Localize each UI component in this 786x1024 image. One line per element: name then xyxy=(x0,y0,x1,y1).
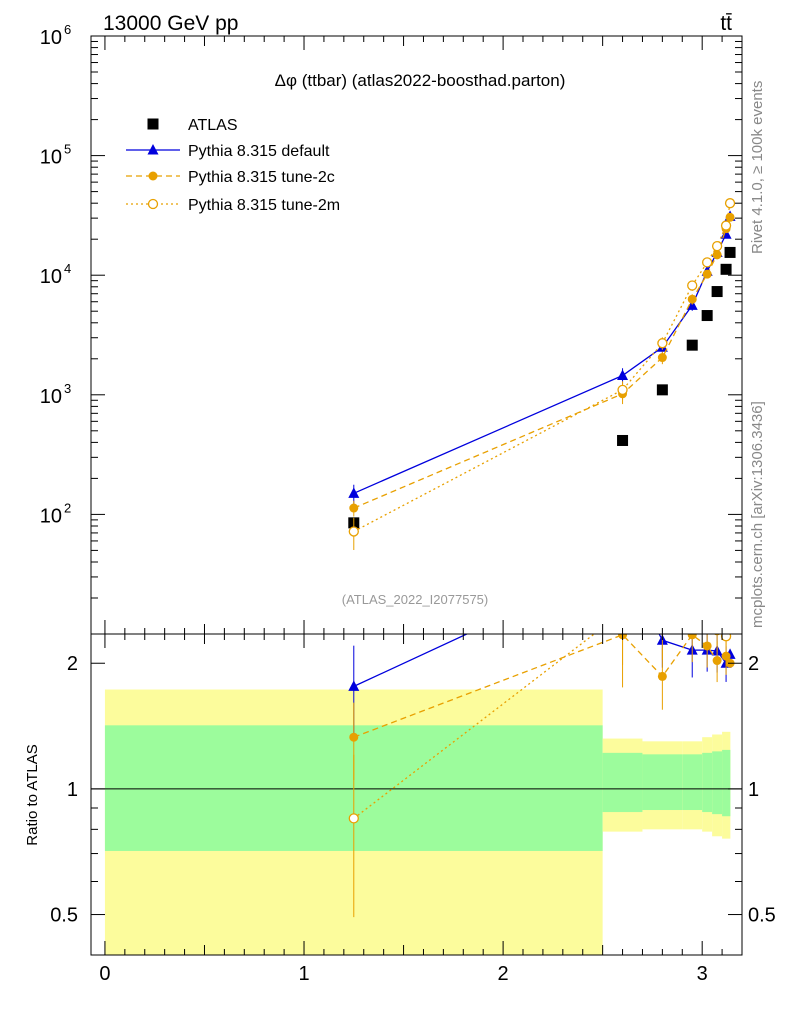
ratio-panel: 0 1 2 3 0.5 0.5 1 1 2 2 Ratio to ATLAS xyxy=(24,556,776,985)
mcplots-label: mcplots.cern.ch [arXiv:1306.3436] xyxy=(749,401,766,628)
main-point-series-1-0 xyxy=(348,487,360,498)
main-point-series-3-0 xyxy=(348,526,359,537)
legend-marker-2 xyxy=(148,171,158,181)
main-point-series-3-4 xyxy=(702,257,713,268)
main-point-series-1-1 xyxy=(617,369,629,381)
main-point-series-3-3 xyxy=(687,280,698,291)
main-point-series-2-7 xyxy=(725,212,735,222)
main-point-series-2-0 xyxy=(349,503,359,513)
inner-band-1 xyxy=(602,752,643,813)
main-point-series-0-4 xyxy=(701,310,713,322)
ratio-ytick-label-left-0: 0.5 xyxy=(50,905,78,927)
ratio-uncertainty-bands xyxy=(104,689,731,955)
ratio-frame xyxy=(90,633,743,956)
rivet-label: Rivet 4.1.0, ≥ 100k events xyxy=(749,81,766,254)
legend-marker-0 xyxy=(147,118,159,130)
main-point-series-3-6 xyxy=(720,220,732,231)
ratio-ylabel: Ratio to ATLAS xyxy=(24,744,41,845)
legend: ATLAS Pythia 8.315 default Pythia 8.315 tu… xyxy=(126,117,340,214)
xtick-label-2: 2 xyxy=(498,963,509,985)
ratio-point-series-3-0 xyxy=(348,813,359,824)
main-ytick-label-0: 10 xyxy=(40,505,62,527)
main-ytick-exp-3: 5 xyxy=(64,142,71,157)
main-line-series-3 xyxy=(353,203,731,533)
inner-band-3 xyxy=(682,754,703,811)
inner-band-2 xyxy=(642,754,683,811)
energy-label: 13000 GeV pp xyxy=(103,12,238,35)
main-point-series-3-7 xyxy=(724,198,736,209)
main-point-series-0-5 xyxy=(711,286,723,298)
main-line-series-1 xyxy=(353,216,731,494)
xtick-label-1: 1 xyxy=(298,963,309,985)
inner-band-5 xyxy=(712,751,723,815)
xtick-label-0: 0 xyxy=(99,963,110,985)
ratio-point-series-2-4 xyxy=(702,641,712,651)
ratio-point-series-2-6 xyxy=(721,651,731,661)
ratio-point-series-2-3 xyxy=(687,634,697,640)
legend-label-3: Pythia 8.315 tune-2m xyxy=(188,197,340,214)
main-point-series-2-5 xyxy=(712,250,722,260)
main-ytick-exp-4: 6 xyxy=(64,22,71,37)
main-point-series-0-3 xyxy=(686,339,698,351)
ratio-ytick-label-left-2: 2 xyxy=(67,653,78,675)
legend-marker-1 xyxy=(147,144,159,155)
main-point-series-2-4 xyxy=(702,269,712,279)
analysis-id: (ATLAS_2022_I2077575) xyxy=(342,592,488,607)
main-ytick-label-1: 10 xyxy=(40,386,62,408)
ratio-line-series-1 xyxy=(353,634,731,687)
ratio-point-series-3-3 xyxy=(688,576,697,585)
main-point-series-2-2 xyxy=(657,353,667,363)
ratio-point-series-1-1 xyxy=(617,556,628,567)
main-point-series-0-2 xyxy=(656,384,668,396)
main-line-series-2 xyxy=(353,217,731,509)
main-point-series-3-1 xyxy=(617,384,628,395)
xtick-label-3: 3 xyxy=(697,963,708,985)
legend-marker-3 xyxy=(147,198,159,210)
main-point-series-3-2 xyxy=(657,338,668,349)
main-ytick-label-3: 10 xyxy=(40,147,62,169)
ratio-point-series-3-4 xyxy=(703,599,712,608)
legend-label-0: ATLAS xyxy=(188,117,238,134)
ratio-point-series-3-1 xyxy=(618,608,627,617)
ratio-point-series-2-0 xyxy=(349,732,359,742)
ratio-point-series-3-6 xyxy=(720,634,732,642)
main-point-series-0-6 xyxy=(720,263,732,275)
inner-band-6 xyxy=(722,749,731,817)
main-ytick-exp-2: 4 xyxy=(64,261,71,276)
ratio-point-series-3-5 xyxy=(713,634,721,636)
inner-band-4 xyxy=(702,752,713,813)
process-label: tt̄ xyxy=(720,12,732,35)
main-point-series-3-5 xyxy=(711,240,723,252)
main-ytick-exp-1: 3 xyxy=(64,381,71,396)
ratio-ytick-label-left-1: 1 xyxy=(67,779,78,801)
ratio-ytick-label-right-2: 2 xyxy=(748,653,759,675)
main-ytick-label-2: 10 xyxy=(40,266,62,288)
ratio-ytick-label-right-1: 1 xyxy=(748,779,759,801)
legend-label-2: Pythia 8.315 tune-2c xyxy=(188,169,335,186)
main-point-series-2-3 xyxy=(687,294,697,304)
ratio-point-series-1-0 xyxy=(348,680,360,691)
main-ytick-exp-0: 2 xyxy=(64,500,71,515)
chart-title: Δφ (ttbar) (atlas2022-boosthad.parton) xyxy=(275,71,566,90)
main-ytick-label-4: 10 xyxy=(40,27,62,49)
ratio-point-series-3-7 xyxy=(726,611,735,620)
legend-label-1: Pythia 8.315 default xyxy=(188,143,330,160)
ratio-ytick-label-right-0: 0.5 xyxy=(748,905,776,927)
main-point-series-0-7 xyxy=(724,246,736,258)
ratio-point-series-2-2 xyxy=(657,671,667,681)
main-point-series-0-1 xyxy=(617,434,629,446)
ratio-point-series-2-5 xyxy=(712,656,722,666)
